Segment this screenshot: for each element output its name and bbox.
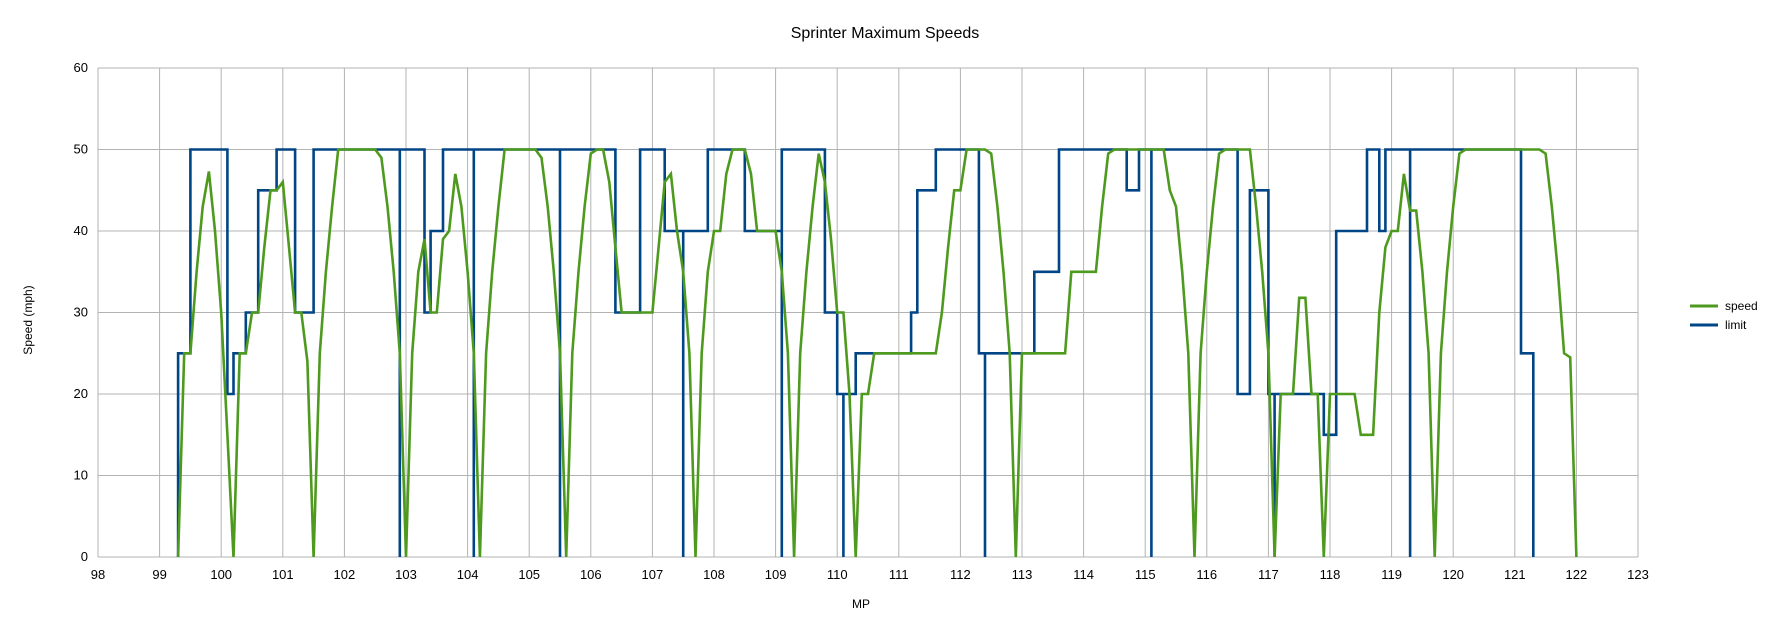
y-tick-label: 60 bbox=[74, 60, 88, 75]
x-tick-label: 106 bbox=[580, 567, 602, 582]
x-tick-label: 119 bbox=[1381, 567, 1402, 582]
x-tick-label: 121 bbox=[1504, 567, 1526, 582]
x-tick-label: 102 bbox=[334, 567, 356, 582]
y-axis-label: Speed (mph) bbox=[21, 285, 35, 354]
legend-label-speed: speed bbox=[1725, 299, 1758, 313]
y-tick-label: 0 bbox=[81, 549, 88, 564]
legend-label-limit: limit bbox=[1725, 318, 1747, 332]
x-tick-label: 123 bbox=[1627, 567, 1649, 582]
y-tick-label: 50 bbox=[74, 142, 88, 157]
legend: speed limit bbox=[1690, 299, 1758, 332]
x-axis-label: MP bbox=[852, 597, 870, 611]
x-tick-label: 104 bbox=[457, 567, 479, 582]
x-tick-label: 103 bbox=[395, 567, 417, 582]
x-tick-label: 110 bbox=[827, 567, 848, 582]
x-tick-label: 113 bbox=[1012, 567, 1033, 582]
x-tick-label: 101 bbox=[272, 567, 294, 582]
x-tick-label: 122 bbox=[1566, 567, 1588, 582]
y-tick-label: 20 bbox=[74, 386, 88, 401]
x-tick-label: 99 bbox=[152, 567, 166, 582]
chart-title: Sprinter Maximum Speeds bbox=[791, 25, 980, 42]
x-tick-label: 108 bbox=[703, 567, 725, 582]
grid bbox=[97, 67, 1639, 558]
series-speed-line bbox=[176, 148, 1578, 558]
x-tick-label: 120 bbox=[1442, 567, 1464, 582]
x-tick-label: 117 bbox=[1258, 567, 1279, 582]
x-tick-label: 100 bbox=[210, 567, 232, 582]
plot-area bbox=[176, 148, 1578, 558]
x-tick-label: 109 bbox=[765, 567, 787, 582]
y-tick-label: 10 bbox=[74, 468, 88, 483]
x-tick-label: 107 bbox=[642, 567, 664, 582]
y-tick-label: 30 bbox=[74, 305, 88, 320]
x-tick-label: 111 bbox=[889, 567, 909, 582]
x-tick-label: 116 bbox=[1196, 567, 1217, 582]
x-tick-label: 118 bbox=[1320, 567, 1341, 582]
x-tick-label: 105 bbox=[518, 567, 540, 582]
y-tick-label: 40 bbox=[74, 223, 88, 238]
x-tick-label: 112 bbox=[950, 567, 971, 582]
x-tick-label: 115 bbox=[1135, 567, 1156, 582]
x-tick-label: 98 bbox=[91, 567, 105, 582]
tick-labels: 0 10 20 30 40 50 60 98 99 100 101 102 103 104 105 106 10… bbox=[74, 60, 1649, 582]
x-tick-label: 114 bbox=[1073, 567, 1094, 582]
